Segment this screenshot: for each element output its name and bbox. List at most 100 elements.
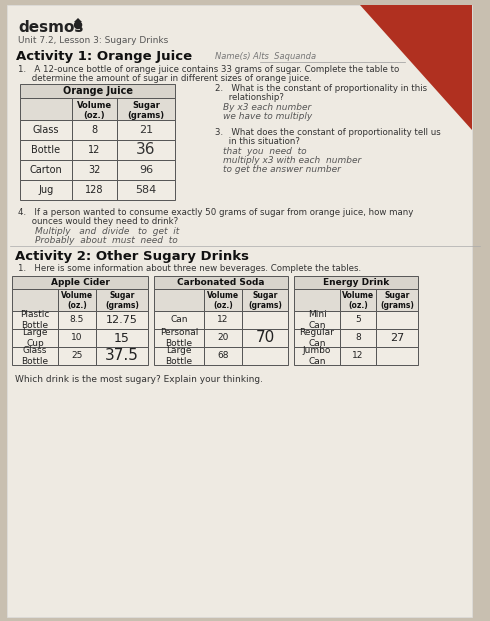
Bar	[340, 329, 376, 347]
Text: Glass
Bottle: Glass Bottle	[22, 347, 49, 366]
Text: relationship?: relationship?	[215, 93, 284, 102]
Text: Sugar
(grams): Sugar (grams)	[105, 291, 139, 310]
Text: 32: 32	[88, 165, 100, 175]
Bar	[242, 289, 288, 311]
Text: Which drink is the most sugary? Explain your thinking.: Which drink is the most sugary? Explain …	[15, 375, 263, 384]
Bar	[20, 120, 72, 140]
Text: 5: 5	[355, 315, 361, 325]
Text: Volume
(oz.): Volume (oz.)	[342, 291, 374, 310]
Text: Can: Can	[170, 315, 188, 325]
Text: Carbonated Soda: Carbonated Soda	[177, 278, 265, 287]
Bar	[72, 180, 117, 200]
Text: Sugar
(grams): Sugar (grams)	[248, 291, 282, 310]
Text: in this situation?: in this situation?	[215, 137, 300, 146]
Text: Personal
Bottle: Personal Bottle	[160, 329, 198, 348]
Text: Volume
(oz.): Volume (oz.)	[61, 291, 93, 310]
Text: Volume
(oz.): Volume (oz.)	[77, 101, 112, 120]
Text: Activity 1: Orange Juice: Activity 1: Orange Juice	[16, 50, 192, 63]
Text: 8.5: 8.5	[70, 315, 84, 325]
Bar	[12, 329, 58, 347]
Text: 12: 12	[352, 351, 364, 361]
Bar	[242, 347, 288, 365]
Text: 21: 21	[139, 125, 153, 135]
Polygon shape	[74, 18, 82, 22]
Text: Mini
Can: Mini Can	[308, 310, 326, 330]
Text: 37.5: 37.5	[105, 348, 139, 363]
Bar	[376, 311, 418, 329]
Bar	[204, 289, 242, 311]
Bar	[117, 140, 175, 160]
Bar	[20, 140, 72, 160]
Bar	[20, 160, 72, 180]
Text: 1.   Here is some information about three new beverages. Complete the tables.: 1. Here is some information about three …	[18, 264, 361, 273]
Text: Volume
(oz.): Volume (oz.)	[207, 291, 239, 310]
Bar	[376, 289, 418, 311]
Bar	[58, 329, 96, 347]
Bar	[96, 289, 148, 311]
Text: Apple Cider: Apple Cider	[50, 278, 109, 287]
Bar	[12, 347, 58, 365]
Text: 12.75: 12.75	[106, 315, 138, 325]
Text: By x3 each number: By x3 each number	[223, 103, 311, 112]
Bar	[58, 311, 96, 329]
Bar	[58, 347, 96, 365]
Bar	[117, 98, 175, 120]
Bar	[294, 276, 418, 289]
Text: 27: 27	[390, 333, 404, 343]
Text: Glass: Glass	[33, 125, 59, 135]
Text: Sugar
(grams): Sugar (grams)	[127, 101, 165, 120]
Text: Activity 2: Other Sugary Drinks: Activity 2: Other Sugary Drinks	[15, 250, 249, 263]
Text: 12: 12	[217, 315, 229, 325]
Text: 2.   What is the constant of proportionality in this: 2. What is the constant of proportionali…	[215, 84, 427, 93]
Bar	[294, 347, 340, 365]
Text: 4.   If a person wanted to consume exactly 50 grams of sugar from orange juice, : 4. If a person wanted to consume exactly…	[18, 208, 414, 217]
Text: Energy Drink: Energy Drink	[323, 278, 389, 287]
Bar	[294, 289, 340, 311]
Bar	[96, 311, 148, 329]
Bar	[242, 329, 288, 347]
Bar	[204, 329, 242, 347]
Text: Jumbo
Can: Jumbo Can	[303, 347, 331, 366]
Bar	[154, 347, 204, 365]
Text: Carton: Carton	[29, 165, 62, 175]
Bar	[340, 311, 376, 329]
Text: 8: 8	[92, 125, 98, 135]
Text: ounces would they need to drink?: ounces would they need to drink?	[18, 217, 178, 226]
Text: 128: 128	[85, 185, 104, 195]
Text: Name(s) Alts  Saquanda: Name(s) Alts Saquanda	[215, 52, 316, 61]
Text: Orange Juice: Orange Juice	[63, 86, 132, 96]
Bar	[242, 311, 288, 329]
Bar	[12, 289, 58, 311]
Text: Large
Cup: Large Cup	[22, 329, 48, 348]
Bar	[72, 140, 117, 160]
Bar	[154, 311, 204, 329]
Text: to get the answer number: to get the answer number	[223, 165, 341, 174]
Text: 3.   What does the constant of proportionality tell us: 3. What does the constant of proportiona…	[215, 128, 441, 137]
Bar	[294, 311, 340, 329]
Polygon shape	[360, 5, 472, 130]
Text: Jug: Jug	[38, 185, 53, 195]
Text: Multiply   and  divide   to  get  it: Multiply and divide to get it	[35, 227, 179, 236]
Text: 1.   A 12-ounce bottle of orange juice contains 33 grams of sugar. Complete the : 1. A 12-ounce bottle of orange juice con…	[18, 65, 399, 74]
Bar	[376, 329, 418, 347]
Text: 8: 8	[355, 333, 361, 343]
Bar	[72, 98, 117, 120]
Text: Sugar
(grams): Sugar (grams)	[380, 291, 414, 310]
Bar	[20, 84, 175, 98]
Text: 36: 36	[136, 142, 156, 158]
Text: that  you  need  to: that you need to	[223, 147, 307, 156]
Text: 25: 25	[72, 351, 83, 361]
Bar	[12, 311, 58, 329]
Bar	[12, 276, 148, 289]
Circle shape	[74, 22, 81, 29]
Bar	[154, 329, 204, 347]
Text: determine the amount of sugar in different sizes of orange juice.: determine the amount of sugar in differe…	[18, 74, 312, 83]
Text: desmos: desmos	[18, 20, 83, 35]
Bar	[154, 276, 288, 289]
Bar	[204, 347, 242, 365]
Text: 12: 12	[88, 145, 100, 155]
Text: 20: 20	[217, 333, 229, 343]
Bar	[340, 289, 376, 311]
Bar	[117, 120, 175, 140]
Bar	[20, 98, 72, 120]
